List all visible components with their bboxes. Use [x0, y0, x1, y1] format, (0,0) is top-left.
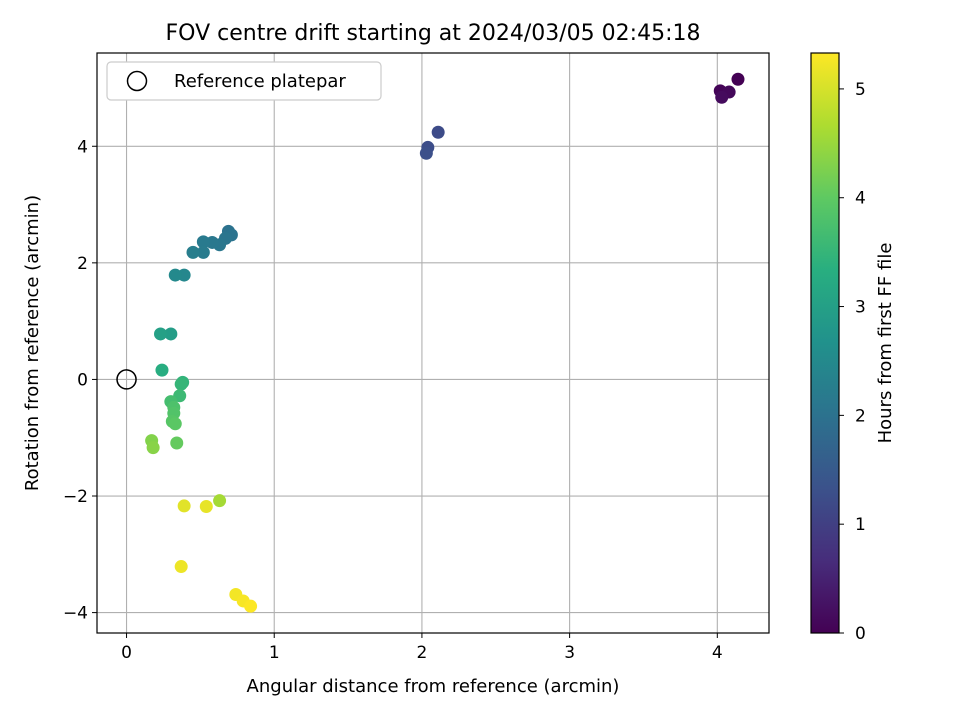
- colorbar-tick-label: 4: [855, 189, 866, 209]
- colorbar-tick-label: 5: [855, 80, 866, 100]
- x-tick-label: 3: [564, 643, 575, 663]
- data-point: [196, 235, 210, 249]
- data-point: [164, 327, 178, 341]
- y-tick-label: 4: [77, 137, 88, 157]
- data-point: [196, 245, 210, 259]
- x-tick-label: 0: [121, 643, 132, 663]
- y-tick-label: 2: [77, 254, 88, 274]
- data-point: [177, 499, 191, 513]
- data-point: [731, 72, 745, 86]
- data-point: [199, 500, 213, 514]
- x-axis-ticks: 0 1 2 3 4: [121, 633, 723, 663]
- y-axis-label: Rotation from reference (arcmin): [22, 195, 43, 491]
- colorbar-ticks: 0 1 2 3 4 5: [839, 80, 866, 644]
- data-point: [431, 125, 445, 139]
- data-point: [174, 377, 188, 391]
- colorbar-tick-label: 2: [855, 406, 866, 426]
- data-point: [146, 441, 160, 455]
- data-point: [186, 245, 200, 259]
- y-tick-label: 0: [77, 370, 88, 390]
- legend-marker-reference: [126, 70, 148, 92]
- colorbar-tick-label: 1: [855, 515, 866, 535]
- data-point: [168, 417, 182, 431]
- data-point: [174, 560, 188, 574]
- x-tick-label: 4: [712, 643, 723, 663]
- grid-lines: [97, 53, 769, 633]
- plot-frame: [96, 52, 770, 634]
- y-axis-ticks: −4 −2 0 2 4: [63, 137, 97, 624]
- colorbar-label: Hours from first FF file: [875, 243, 896, 444]
- data-points: [145, 72, 745, 613]
- data-point: [715, 90, 729, 104]
- data-point: [154, 327, 168, 341]
- legend-label-reference: Reference platepar: [174, 71, 346, 92]
- y-tick-label: −4: [63, 604, 88, 624]
- data-point: [244, 599, 258, 613]
- data-point: [168, 268, 182, 282]
- colorbar-tick-label: 0: [855, 624, 866, 644]
- colorbar-gradient: [810, 52, 840, 634]
- legend-box: [106, 61, 382, 101]
- chart-title: FOV centre drift starting at 2024/03/05 …: [166, 21, 701, 46]
- colorbar: 0 1 2 3 4 5 Hours from first FF file: [810, 52, 896, 644]
- x-axis-label: Angular distance from reference (arcmin): [247, 676, 620, 697]
- data-point: [213, 494, 227, 508]
- x-tick-label: 2: [417, 643, 428, 663]
- data-point: [419, 146, 433, 160]
- legend: Reference platepar: [106, 61, 382, 101]
- y-tick-label: −2: [63, 487, 88, 507]
- reference-point-marker: [116, 369, 137, 390]
- data-point: [155, 363, 169, 377]
- data-point: [170, 436, 184, 450]
- colorbar-tick-label: 3: [855, 298, 866, 318]
- x-tick-label: 1: [269, 643, 280, 663]
- reference-marker: [116, 369, 137, 390]
